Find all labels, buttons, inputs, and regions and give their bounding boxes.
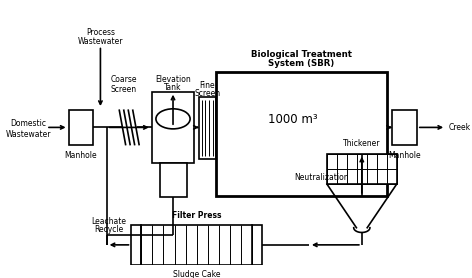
- Text: Recycle: Recycle: [94, 225, 124, 234]
- Text: Filter Press: Filter Press: [172, 210, 221, 220]
- Text: Biological Treatment: Biological Treatment: [251, 50, 352, 59]
- Bar: [141, 225, 252, 265]
- Text: Wastewater: Wastewater: [5, 130, 51, 138]
- Bar: [327, 154, 396, 184]
- Text: Elevation: Elevation: [155, 75, 191, 85]
- Text: Neutralization: Neutralization: [295, 173, 349, 182]
- Text: Thickener: Thickener: [343, 139, 380, 148]
- Text: Leachate: Leachate: [92, 217, 126, 226]
- Text: Process: Process: [86, 28, 115, 37]
- Bar: [160, 163, 186, 197]
- Bar: [152, 92, 194, 163]
- Text: Domestic: Domestic: [10, 119, 46, 128]
- Text: Coarse: Coarse: [110, 75, 137, 85]
- Bar: [68, 110, 93, 145]
- Text: Screen: Screen: [194, 89, 220, 98]
- Text: 1000 m³: 1000 m³: [268, 113, 317, 126]
- Bar: [252, 225, 262, 265]
- Text: System (SBR): System (SBR): [268, 59, 335, 68]
- Text: Manhole: Manhole: [388, 151, 421, 160]
- Text: Fine: Fine: [200, 81, 215, 90]
- Text: Screen: Screen: [111, 85, 137, 94]
- Bar: [131, 225, 141, 265]
- Bar: [216, 72, 387, 196]
- Text: Creek: Creek: [448, 123, 471, 132]
- Bar: [392, 110, 417, 145]
- Text: Tank: Tank: [164, 83, 182, 92]
- Bar: [199, 97, 216, 159]
- Text: Sludge Cake: Sludge Cake: [173, 270, 220, 278]
- Text: Manhole: Manhole: [65, 151, 97, 160]
- Text: Wastewater: Wastewater: [78, 37, 123, 46]
